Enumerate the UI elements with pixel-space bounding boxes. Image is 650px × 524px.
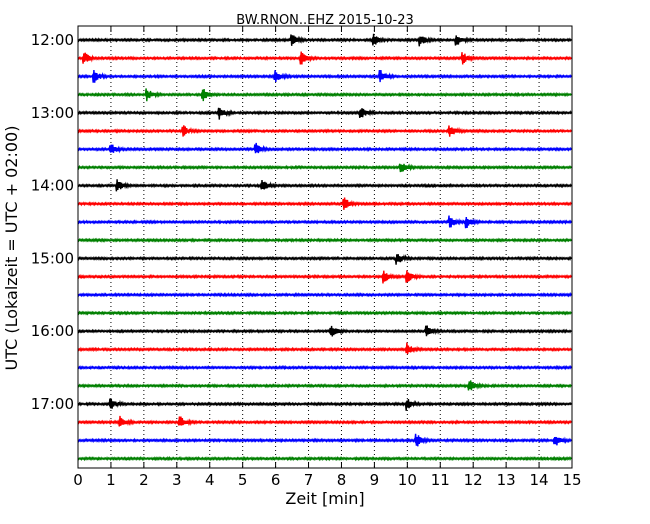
trace-1700: [77, 398, 573, 411]
x-tick-label-4: 4: [205, 471, 215, 489]
x-tick-label-0: 0: [73, 471, 83, 489]
trace-1545: [77, 310, 572, 316]
x-tick-label-7: 7: [304, 471, 314, 489]
x-tick-label-14: 14: [530, 471, 549, 489]
x-tick-label-2: 2: [139, 471, 149, 489]
y-tick-label-5: 17:00: [31, 395, 74, 413]
y-tick-label-1: 13:00: [31, 104, 74, 122]
trace-1415: [77, 197, 573, 210]
y-axis-label: UTC (Lokalzeit = UTC + 02:00): [2, 126, 21, 371]
x-tick-label-6: 6: [271, 471, 281, 489]
trace-1300: [77, 107, 573, 120]
trace-1730: [77, 433, 573, 447]
trace-1645: [77, 380, 573, 391]
x-tick-label-10: 10: [398, 471, 417, 489]
trace-1600: [77, 325, 572, 337]
y-tick-label-2: 14:00: [31, 177, 74, 195]
y-tick-label-4: 16:00: [31, 322, 74, 340]
trace-1330: [77, 142, 573, 154]
x-tick-label-9: 9: [370, 471, 380, 489]
x-tick-label-13: 13: [497, 471, 516, 489]
trace-1715: [77, 415, 573, 427]
trace-1400: [77, 179, 573, 192]
trace-1315: [77, 125, 573, 137]
trace-1500: [77, 254, 573, 265]
trace-1630: [77, 364, 573, 371]
x-tick-label-8: 8: [337, 471, 347, 489]
plot-frame: [77, 25, 573, 469]
x-tick-label-11: 11: [431, 471, 450, 489]
y-tick-label-0: 12:00: [31, 31, 74, 49]
grid-layer: [110, 26, 540, 468]
trace-1230: [77, 69, 573, 83]
trace-layer: [77, 33, 573, 462]
x-tick-label-15: 15: [562, 471, 581, 489]
x-tick-label-3: 3: [172, 471, 182, 489]
trace-1745: [77, 455, 573, 462]
trace-1515: [77, 270, 573, 284]
trace-1245: [77, 88, 572, 102]
x-tick-label-12: 12: [464, 471, 483, 489]
trace-1445: [77, 237, 573, 243]
trace-1345: [77, 163, 573, 173]
x-tick-label-5: 5: [238, 471, 248, 489]
x-axis-label: Zeit [min]: [285, 489, 364, 508]
trace-1430: [77, 215, 573, 229]
x-tick-label-1: 1: [106, 471, 116, 489]
trace-1530: [77, 292, 573, 298]
trace-1200: [77, 33, 572, 47]
y-tick-label-3: 15:00: [31, 249, 74, 267]
tick-layer: 0 1 2 3 4 5 6 7 8 9 10 11 12 13 14 1512:0013:0014:0015:…: [31, 26, 582, 489]
chart-title: BW.RNON..EHZ 2015-10-23: [236, 13, 414, 28]
trace-1615: [77, 342, 573, 355]
trace-1215: [77, 51, 573, 65]
